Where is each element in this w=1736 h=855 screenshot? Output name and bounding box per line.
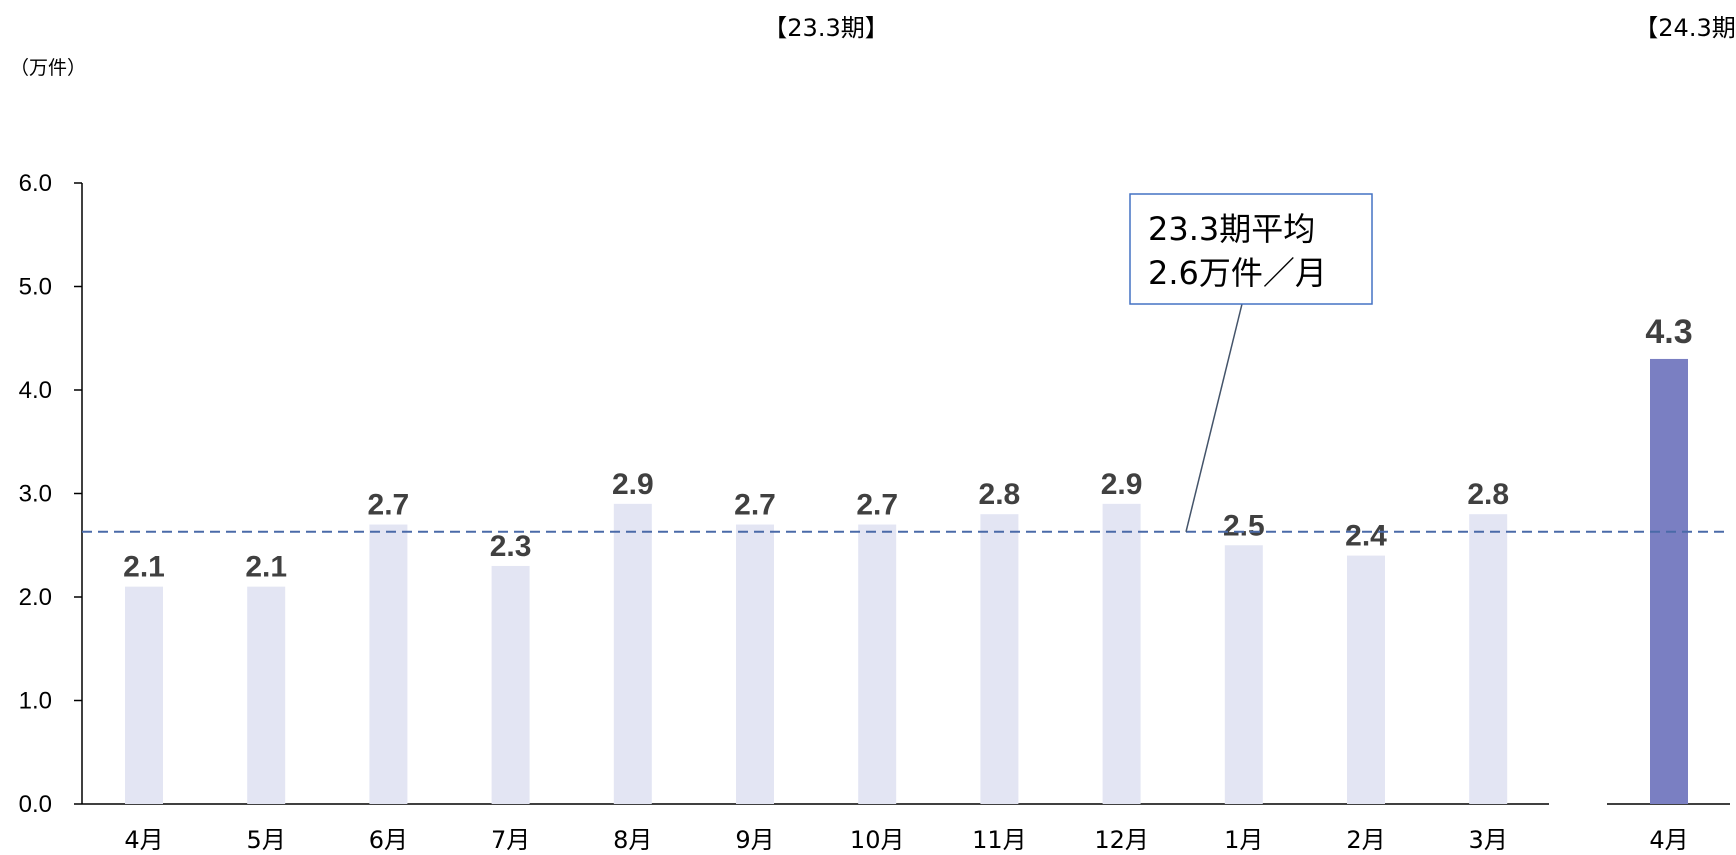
bar-value-label: 2.9: [1101, 468, 1143, 501]
x-category-label: 1月: [1224, 826, 1263, 854]
callout-line-1: 23.3期平均: [1148, 210, 1315, 248]
x-category-label: 4月: [124, 826, 163, 854]
bar-value-label: 2.8: [979, 478, 1021, 511]
bar: [125, 586, 163, 804]
bar: [736, 524, 774, 804]
bar-value-label: 2.1: [123, 551, 165, 584]
bar-value-label: 2.7: [368, 489, 410, 522]
bar: [858, 524, 897, 804]
x-category-label: 11月: [972, 826, 1027, 854]
x-category-label: 8月: [613, 826, 652, 854]
bar-value-label: 2.1: [245, 551, 287, 584]
bar-value-label: 2.8: [1467, 478, 1509, 511]
bar: [613, 503, 652, 804]
period-label-24-3: 【24.3期】: [1634, 14, 1736, 42]
bar-value-label: 2.7: [856, 489, 898, 522]
y-tick-label: 2.0: [19, 584, 52, 611]
bar: [1347, 555, 1385, 804]
bar-value-label: 2.3: [490, 530, 532, 563]
x-category-label: 4月: [1649, 826, 1688, 854]
y-tick-label: 4.0: [19, 377, 52, 404]
x-category-label: 10月: [850, 826, 905, 854]
bar: [1224, 545, 1263, 804]
bar: [980, 514, 1019, 804]
period-label-23-3: 【23.3期】: [763, 14, 888, 42]
x-category-label: 5月: [247, 826, 286, 854]
x-category-label: 12月: [1094, 826, 1149, 854]
x-category-label: 7月: [491, 826, 530, 854]
bar-value-label: 2.5: [1223, 509, 1265, 542]
x-category-label: 6月: [369, 826, 408, 854]
bar-value-label: 2.4: [1345, 520, 1387, 553]
x-category-label: 3月: [1469, 826, 1508, 854]
callout-leader-line: [1185, 303, 1243, 532]
unit-label: （万件）: [10, 57, 86, 79]
average-callout-box: [1129, 193, 1373, 305]
bar-value-label: 2.7: [734, 489, 776, 522]
bar: [1650, 358, 1688, 804]
y-tick-label: 3.0: [19, 481, 52, 508]
bar: [247, 586, 286, 804]
y-tick-label: 1.0: [19, 688, 52, 715]
x-category-label: 9月: [735, 826, 774, 854]
bar: [491, 565, 530, 804]
y-tick-label: 0.0: [19, 791, 52, 818]
y-axis-ticks: 0.0 1.0 2.0 3.0 4.0 5.0 6.0: [19, 170, 82, 818]
bar-value-label: 4.3: [1645, 313, 1692, 351]
y-tick-label: 6.0: [19, 170, 52, 197]
bar-value-label: 2.9: [612, 468, 654, 501]
bar: [369, 524, 408, 804]
bars-group: 2.1 4月 2.1 5月 2.7 6月 2.3 7月 2.9 8月 2.7 9月 2.7 10月 2.8 1…: [123, 313, 1692, 854]
bar: [1469, 514, 1508, 804]
x-category-label: 2月: [1346, 826, 1385, 854]
callout-line-2: 2.6万件／月: [1148, 254, 1327, 292]
y-tick-label: 5.0: [19, 274, 52, 301]
bar: [1102, 503, 1141, 804]
